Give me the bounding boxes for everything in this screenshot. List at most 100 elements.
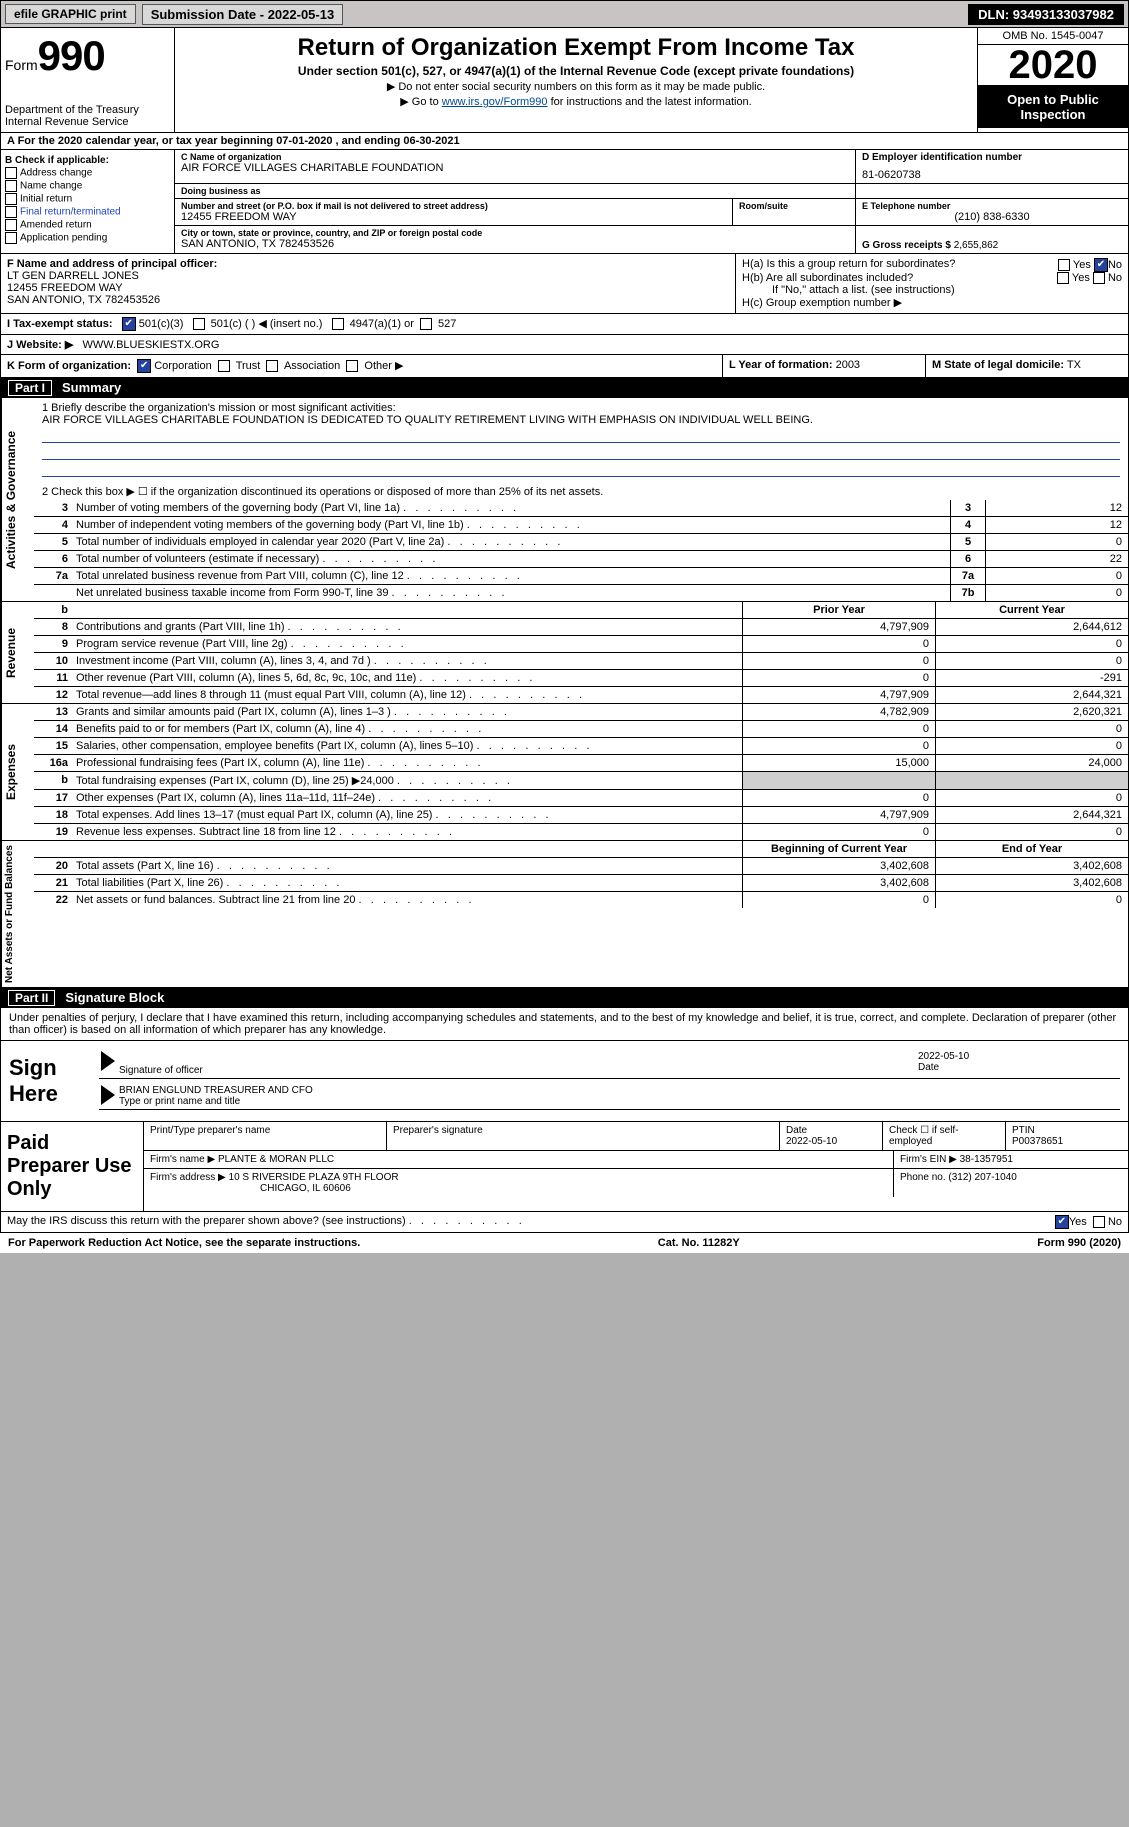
line-val: 0	[985, 585, 1128, 601]
form990-link[interactable]: www.irs.gov/Form990	[442, 96, 548, 108]
k-assoc-chk[interactable]	[266, 360, 278, 372]
line-num: 5	[34, 534, 72, 550]
efile-print-button[interactable]: efile GRAPHIC print	[5, 4, 136, 24]
line-box: 3	[950, 500, 985, 516]
hdr-py: Prior Year	[742, 602, 935, 618]
vtab-expenses: Expenses	[1, 704, 34, 840]
current-year: 0	[935, 738, 1128, 754]
prep-date: 2022-05-10	[786, 1136, 837, 1147]
line-num: 12	[34, 687, 72, 703]
i-501c-chk[interactable]	[193, 318, 205, 330]
chk-address-change[interactable]	[5, 167, 17, 179]
net-hdr-py: Beginning of Current Year	[742, 841, 935, 857]
b-opt-1: Name change	[20, 181, 82, 192]
hb-yes-chk[interactable]	[1057, 272, 1069, 284]
dba-lbl: Doing business as	[181, 186, 849, 196]
prep-label: Paid Preparer Use Only	[1, 1122, 144, 1211]
line-text: Total expenses. Add lines 13–17 (must eq…	[72, 807, 742, 823]
line-box: 7a	[950, 568, 985, 584]
line-text: Investment income (Part VIII, column (A)…	[72, 653, 742, 669]
line-text: Total fundraising expenses (Part IX, col…	[72, 772, 742, 789]
sign-here-block: Sign Here Signature of officer 2022-05-1…	[0, 1041, 1129, 1122]
chk-initial-return[interactable]	[5, 193, 17, 205]
chk-name-change[interactable]	[5, 180, 17, 192]
discuss-no-chk[interactable]	[1093, 1216, 1105, 1228]
prep-selfemp: Check ☐ if self-employed	[883, 1122, 1006, 1150]
summary-netassets: Net Assets or Fund Balances Beginning of…	[0, 841, 1129, 988]
prior-year: 3,402,608	[742, 875, 935, 891]
line-num: 18	[34, 807, 72, 823]
city-state-zip: SAN ANTONIO, TX 782453526	[181, 238, 849, 250]
line-num: 13	[34, 704, 72, 720]
sig-date: 2022-05-10	[918, 1051, 1118, 1062]
i-527-chk[interactable]	[420, 318, 432, 330]
k-opt-1: Trust	[236, 360, 261, 372]
header-right: OMB No. 1545-0047 2020 Open to Public In…	[977, 28, 1128, 132]
header-mid: Return of Organization Exempt From Incom…	[175, 28, 977, 132]
ha-no: No	[1108, 259, 1122, 271]
data-line: 9 Program service revenue (Part VIII, li…	[34, 636, 1128, 653]
chk-amended[interactable]	[5, 219, 17, 231]
line-text: Total assets (Part X, line 16)	[72, 858, 742, 874]
m-val: TX	[1067, 359, 1081, 371]
box-j: J Website: ▶ WWW.BLUESKIESTX.ORG	[0, 335, 1129, 355]
net-hdr-cy: End of Year	[935, 841, 1128, 857]
current-year: 0	[935, 721, 1128, 737]
paid-preparer-block: Paid Preparer Use Only Print/Type prepar…	[0, 1122, 1129, 1212]
uline-1	[42, 428, 1120, 443]
line-box: 4	[950, 517, 985, 533]
line-box: 5	[950, 534, 985, 550]
part2-num: Part II	[8, 990, 55, 1006]
l-val: 2003	[836, 359, 860, 371]
ha-yes-chk[interactable]	[1058, 259, 1070, 271]
line-val: 12	[985, 500, 1128, 516]
chk-pending[interactable]	[5, 232, 17, 244]
i-501c3-chk[interactable]: ✔	[122, 317, 136, 331]
ha-yes: Yes	[1073, 259, 1091, 271]
line-text: Number of independent voting members of …	[72, 517, 950, 533]
part1-num: Part I	[8, 380, 52, 396]
vtab-netassets: Net Assets or Fund Balances	[1, 841, 34, 987]
net-header: Beginning of Current Year End of Year	[34, 841, 1128, 858]
part2-title: Signature Block	[65, 990, 164, 1006]
k-other-chk[interactable]	[346, 360, 358, 372]
current-year: 0	[935, 790, 1128, 806]
arrow-icon	[101, 1051, 115, 1071]
line-num: 4	[34, 517, 72, 533]
line-text: Total unrelated business revenue from Pa…	[72, 568, 950, 584]
k-corp-chk[interactable]: ✔	[137, 359, 151, 373]
data-line: 20 Total assets (Part X, line 16) 3,402,…	[34, 858, 1128, 875]
gov-line: 4 Number of independent voting members o…	[34, 517, 1128, 534]
prior-year: 4,797,909	[742, 687, 935, 703]
city-lbl: City or town, state or province, country…	[181, 228, 849, 238]
box-b: B Check if applicable: Address change Na…	[1, 150, 175, 253]
addr-lbl: Number and street (or P.O. box if mail i…	[181, 201, 726, 211]
current-year: 0	[935, 636, 1128, 652]
hdr-cy: Current Year	[935, 602, 1128, 618]
k-lbl: K Form of organization:	[7, 360, 131, 372]
col-c-thru-g: C Name of organization AIR FORCE VILLAGE…	[175, 150, 1128, 253]
box-f: F Name and address of principal officer:…	[1, 254, 735, 313]
officer-addr1: 12455 FREEDOM WAY	[7, 282, 729, 294]
prior-year: 3,402,608	[742, 858, 935, 874]
box-i: I Tax-exempt status: ✔ 501(c)(3) 501(c) …	[0, 314, 1129, 335]
discuss-yes-chk[interactable]: ✔	[1055, 1215, 1069, 1229]
line-text: Total number of individuals employed in …	[72, 534, 950, 550]
k-trust-chk[interactable]	[218, 360, 230, 372]
form-page: efile GRAPHIC print Submission Date - 20…	[0, 0, 1129, 1253]
data-line: 11 Other revenue (Part VIII, column (A),…	[34, 670, 1128, 687]
hb-no-chk[interactable]	[1093, 272, 1105, 284]
hdr-b: b	[34, 602, 72, 618]
line-text: Salaries, other compensation, employee b…	[72, 738, 742, 754]
chk-final-return[interactable]	[5, 206, 17, 218]
line-num: 16a	[34, 755, 72, 771]
firm-ein: 38-1357951	[960, 1154, 1013, 1165]
line-num: 11	[34, 670, 72, 686]
line-text: Benefits paid to or for members (Part IX…	[72, 721, 742, 737]
line-num: 22	[34, 892, 72, 908]
current-year: 0	[935, 824, 1128, 840]
dept-label: Department of the Treasury Internal Reve…	[5, 104, 170, 128]
part-2-header: Part II Signature Block	[0, 988, 1129, 1008]
ha-no-chk[interactable]: ✔	[1094, 258, 1108, 272]
i-4947-chk[interactable]	[332, 318, 344, 330]
